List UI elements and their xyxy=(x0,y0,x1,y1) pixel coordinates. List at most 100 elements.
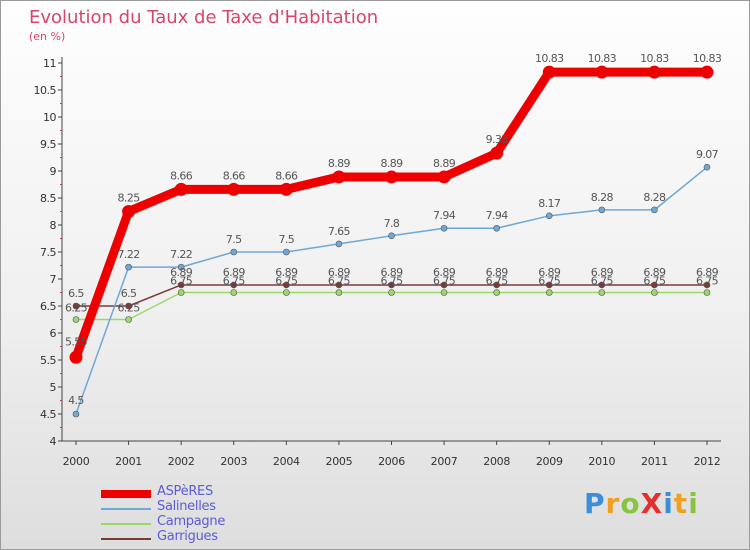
y-tick-label: 7 xyxy=(50,273,57,286)
data-label: 10.83 xyxy=(535,52,564,65)
series-point-1 xyxy=(545,212,553,220)
series-point-3 xyxy=(493,281,500,289)
proxiti-logo: ProXiti xyxy=(584,487,699,520)
legend-swatch xyxy=(101,538,151,540)
data-label: 8.25 xyxy=(118,192,141,205)
data-label: 8.17 xyxy=(538,197,561,210)
legend-label: Campagne xyxy=(157,514,226,529)
data-label: 7.94 xyxy=(486,209,509,222)
series-point-1 xyxy=(651,206,658,214)
data-label: 6.5 xyxy=(121,287,137,300)
series-point-0 xyxy=(332,170,346,184)
data-label: 6.75 xyxy=(538,275,561,288)
series-point-2 xyxy=(230,289,238,296)
series-point-1 xyxy=(493,224,500,232)
series-point-1 xyxy=(598,206,606,214)
data-label: 9.07 xyxy=(696,148,719,161)
data-label: 6.89 xyxy=(275,266,298,279)
series-point-1 xyxy=(335,240,343,248)
series-layer xyxy=(69,65,714,418)
series-point-3 xyxy=(230,281,238,289)
data-label: 8.89 xyxy=(380,157,403,170)
legend-label: ASPèRES xyxy=(157,484,213,499)
data-label: 8.66 xyxy=(223,169,246,182)
series-point-3 xyxy=(545,281,553,289)
series-point-2 xyxy=(440,289,448,296)
data-label: 8.89 xyxy=(433,157,456,170)
series-point-1 xyxy=(177,263,185,271)
series-point-0 xyxy=(542,65,556,79)
data-label: 10.83 xyxy=(588,52,617,65)
x-tick-label: 2005 xyxy=(326,455,353,468)
y-tick-label: 6.5 xyxy=(40,300,56,313)
data-label: 7.22 xyxy=(118,248,140,261)
y-tick-label: 8 xyxy=(50,219,57,232)
data-label: 10.83 xyxy=(693,52,722,65)
logo-letter: P xyxy=(584,487,606,520)
x-tick-label: 2000 xyxy=(63,455,90,468)
data-label: 6.89 xyxy=(433,266,456,279)
data-label: 7.5 xyxy=(226,233,242,246)
series-point-0 xyxy=(227,182,241,196)
y-tick-label: 9 xyxy=(50,165,57,178)
data-label: 6.75 xyxy=(643,275,666,288)
series-point-2 xyxy=(283,289,290,296)
logo-letter: o xyxy=(620,487,641,520)
data-label: 6.89 xyxy=(170,266,193,279)
chart-subtitle: (en %) xyxy=(29,30,66,43)
series-point-2 xyxy=(388,289,395,296)
data-label: 6.89 xyxy=(223,266,246,279)
data-label: 6.75 xyxy=(170,275,193,288)
series-point-1 xyxy=(72,410,80,418)
data-label: 6.75 xyxy=(223,275,246,288)
series-point-1 xyxy=(703,163,711,171)
data-label: 6.89 xyxy=(380,266,403,279)
logo-letter: X xyxy=(640,487,664,520)
series-point-1 xyxy=(230,248,238,256)
series-point-3 xyxy=(388,281,395,289)
series-point-0 xyxy=(595,65,609,79)
y-tick-label: 10 xyxy=(43,111,56,124)
data-label: 6.75 xyxy=(275,275,298,288)
data-label: 7.65 xyxy=(328,225,351,238)
series-point-3 xyxy=(440,281,448,289)
data-label: 8.66 xyxy=(275,169,298,182)
data-label: 6.5 xyxy=(68,287,84,300)
data-label: 6.89 xyxy=(538,266,561,279)
legend-swatch xyxy=(101,490,151,498)
series-line-2 xyxy=(75,291,708,321)
data-label: 6.75 xyxy=(328,275,351,288)
chart-axes: 4 4.5 5 5.5 6 6.5 7 7.5 8 8.5 9 9.5 10 10.5 11 2000 2001… xyxy=(34,57,721,468)
data-label: 6.25 xyxy=(65,302,88,315)
series-point-3 xyxy=(177,281,185,289)
x-tick-label: 2002 xyxy=(168,455,195,468)
data-label: 8.28 xyxy=(591,191,614,204)
chart-title: Evolution du Taux de Taxe d'Habitation xyxy=(29,7,379,28)
legend-label: Garrigues xyxy=(157,529,218,544)
series-point-1 xyxy=(388,232,395,240)
series-point-0 xyxy=(700,65,714,79)
series-point-0 xyxy=(69,350,83,364)
data-label: 8.66 xyxy=(170,169,193,182)
series-point-0 xyxy=(490,146,504,160)
series-point-2 xyxy=(598,289,606,296)
series-point-1 xyxy=(440,224,448,232)
x-tick-label: 2012 xyxy=(694,455,721,468)
data-label: 7.8 xyxy=(384,217,400,230)
series-point-3 xyxy=(125,302,132,310)
data-label: 8.89 xyxy=(328,157,351,170)
series-point-3 xyxy=(283,281,290,289)
y-tick-label: 4.5 xyxy=(40,408,56,421)
logo-letter: r xyxy=(605,487,621,520)
series-point-3 xyxy=(335,281,343,289)
data-label-layer: 6.25 6.25 6.75 6.75 6.75 6.75 6.75 6.75 6.75 6.75… xyxy=(65,52,722,407)
series-point-2 xyxy=(125,316,132,323)
data-label: 5.55 xyxy=(65,335,88,348)
logo-letter: t xyxy=(673,487,689,520)
data-label: 6.89 xyxy=(486,266,509,279)
data-label: 7.5 xyxy=(278,233,294,246)
y-tick-label: 4 xyxy=(50,435,57,448)
logo-letter: i xyxy=(663,487,674,520)
y-tick-label: 11 xyxy=(43,57,56,70)
